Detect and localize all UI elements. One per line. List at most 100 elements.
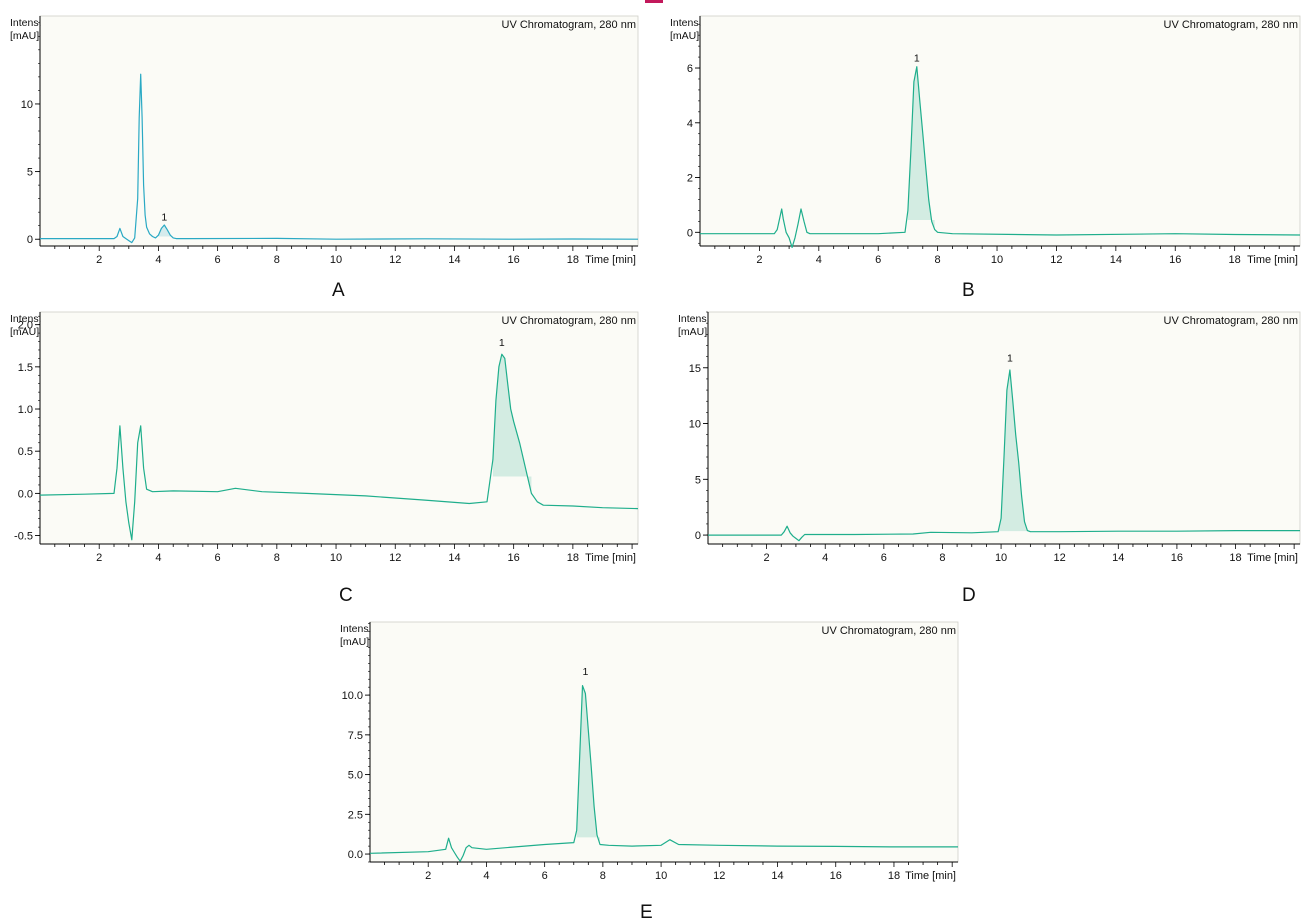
- panel-label-c: C: [339, 585, 353, 606]
- chromatogram-a-svg: 2 4 6 8 10 12 14 16 18 Time [min] 0 5 10 Intens.[mAU]…: [10, 15, 639, 266]
- x-tick-label: 14: [1110, 254, 1122, 266]
- y-axis-label: Intens.: [10, 313, 42, 325]
- x-tick-label: 16: [830, 870, 842, 882]
- x-tick-label: 18: [567, 254, 579, 266]
- chart-title: UV Chromatogram, 280 nm: [502, 19, 637, 31]
- x-tick-label: 4: [816, 254, 822, 266]
- peak-area: [576, 685, 600, 845]
- y-axis-unit: [mAU]: [340, 636, 369, 648]
- peak-label: 1: [161, 211, 167, 223]
- x-tick-label: 6: [881, 552, 887, 564]
- y-tick-label: 2.5: [348, 809, 363, 821]
- chart-title: UV Chromatogram, 280 nm: [1164, 19, 1299, 31]
- chromatogram-trace: [700, 66, 1301, 248]
- peak-label: 1: [914, 52, 920, 64]
- y-tick-label: 0.0: [18, 488, 33, 500]
- x-tick-label: 10: [330, 552, 342, 564]
- chromatogram-e-svg: 2 4 6 8 10 12 14 16 18 Time [min] 0.0 2.5 5.0 7.5 10.0…: [340, 621, 959, 882]
- x-axis-label: Time [min]: [1247, 254, 1298, 266]
- chromatogram-panel-a: 2 4 6 8 10 12 14 16 18 Time [min] 0 5 10 Intens. [mAU]…: [0, 8, 645, 268]
- chromatogram-trace: [39, 353, 639, 541]
- x-tick-label: 4: [155, 552, 161, 564]
- x-axis-label: Time [min]: [585, 552, 636, 564]
- x-tick-label: 10: [655, 870, 667, 882]
- y-tick-label: 0.0: [348, 849, 363, 861]
- x-tick-label: 6: [215, 254, 221, 266]
- chromatogram-d-svg: 2 4 6 8 10 12 14 16 18 Time [min] 0 5 10 15 Intens.[mA…: [678, 311, 1301, 564]
- plot-area: [39, 15, 639, 247]
- y-tick-label: 5: [27, 167, 33, 179]
- x-tick-label: 10: [995, 552, 1007, 564]
- chromatogram-trace: [708, 369, 1300, 542]
- y-tick-label: 7.5: [348, 730, 363, 742]
- y-axis-label: Intens.: [340, 623, 372, 635]
- y-tick-label: 2.0: [18, 320, 33, 332]
- chromatogram-trace: [369, 685, 958, 862]
- y-axis-unit: [mAU]: [678, 326, 707, 338]
- y-tick-label: 1.0: [18, 404, 33, 416]
- y-tick-label: 5: [695, 474, 701, 486]
- plot-area: [39, 311, 639, 545]
- chromatogram-panel-d: 2 4 6 8 10 12 14 16 18 Time [min] 0 5 10 15 Intens. [mA…: [668, 304, 1302, 566]
- top-accent-mark: [645, 0, 663, 3]
- y-tick-label: 6: [687, 63, 693, 75]
- x-tick-label: 6: [875, 254, 881, 266]
- y-tick-label: 15: [689, 363, 701, 375]
- x-tick-label: 2: [756, 254, 762, 266]
- panel-label-a: A: [332, 280, 345, 301]
- x-tick-label: 18: [1229, 552, 1241, 564]
- x-tick-label: 2: [96, 552, 102, 564]
- x-axis-label: Time [min]: [585, 254, 636, 266]
- x-tick-label: 12: [713, 870, 725, 882]
- plot-area: [369, 621, 959, 863]
- peak-label: 1: [582, 666, 588, 678]
- y-tick-label: 10.0: [342, 690, 363, 702]
- x-tick-label: 8: [274, 254, 280, 266]
- x-tick-label: 10: [991, 254, 1003, 266]
- x-tick-label: 16: [508, 254, 520, 266]
- y-tick-label: 4: [687, 118, 693, 130]
- chromatogram-b-svg: 2 4 6 8 10 12 14 16 18 Time [min] 0 2 4 6 Intens.[mAU]…: [670, 15, 1301, 266]
- x-axis-label: Time [min]: [905, 870, 956, 882]
- x-tick-label: 2: [425, 870, 431, 882]
- x-tick-label: 16: [1169, 254, 1181, 266]
- x-tick-label: 14: [448, 552, 460, 564]
- x-tick-label: 12: [1054, 552, 1066, 564]
- plot-area: [707, 311, 1301, 545]
- chromatogram-trace: [40, 73, 639, 244]
- x-tick-label: 2: [764, 552, 770, 564]
- x-tick-label: 4: [155, 254, 161, 266]
- y-axis-unit: [mAU]: [10, 30, 39, 42]
- peak-label: 1: [1007, 353, 1013, 365]
- y-axis-unit: [mAU]: [10, 326, 39, 338]
- x-tick-label: 2: [96, 254, 102, 266]
- plot-area: [699, 15, 1301, 247]
- panel-label-e: E: [640, 902, 653, 923]
- y-tick-label: 0: [687, 227, 693, 239]
- x-tick-label: 10: [330, 254, 342, 266]
- x-tick-label: 6: [542, 870, 548, 882]
- x-tick-label: 16: [1171, 552, 1183, 564]
- chart-title: UV Chromatogram, 280 nm: [1164, 315, 1299, 327]
- x-tick-label: 12: [389, 254, 401, 266]
- y-tick-label: -0.5: [14, 531, 33, 543]
- x-tick-label: 18: [888, 870, 900, 882]
- chart-title: UV Chromatogram, 280 nm: [502, 315, 637, 327]
- x-tick-label: 4: [483, 870, 489, 882]
- x-tick-label: 12: [389, 552, 401, 564]
- chromatogram-panel-e: 2 4 6 8 10 12 14 16 18 Time [min] 0.0 2.5 5.0 7.5 10.0…: [330, 614, 964, 884]
- chart-title: UV Chromatogram, 280 nm: [822, 625, 957, 637]
- y-tick-label: 0.5: [18, 446, 33, 458]
- panel-label-b: B: [962, 280, 975, 301]
- y-axis-label: Intens.: [670, 17, 702, 29]
- x-tick-label: 18: [1229, 254, 1241, 266]
- x-tick-label: 12: [1050, 254, 1062, 266]
- x-tick-label: 18: [567, 552, 579, 564]
- y-tick-label: 0: [695, 530, 701, 542]
- x-tick-label: 8: [935, 254, 941, 266]
- peak-area: [998, 370, 1028, 532]
- panel-label-d: D: [962, 585, 976, 606]
- chromatogram-c-svg: 2 4 6 8 10 12 14 16 18 Time [min] -0.5 0.0 0.5 1.0 1.5…: [10, 311, 639, 564]
- x-tick-label: 8: [600, 870, 606, 882]
- y-tick-label: 5.0: [348, 770, 363, 782]
